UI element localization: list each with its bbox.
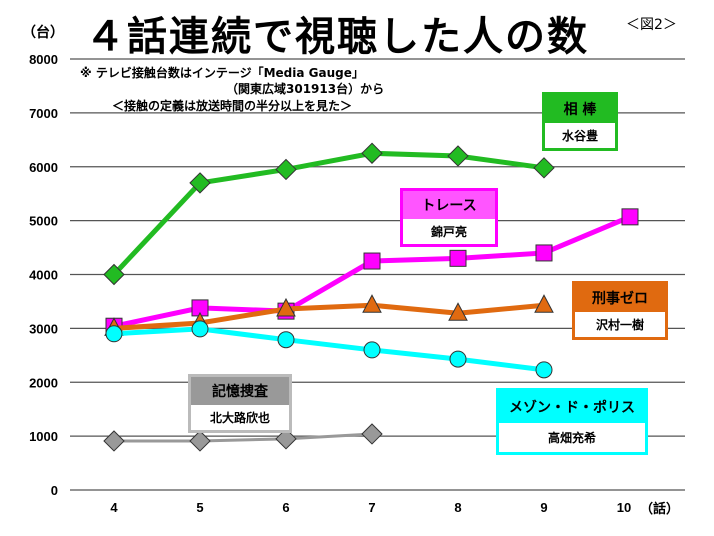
series-line-3 — [113, 326, 545, 373]
data-point — [535, 244, 553, 262]
series-line-2 — [113, 302, 545, 331]
data-point — [105, 325, 123, 343]
data-point — [189, 172, 211, 194]
legend-title: メゾン・ド・ポリス — [499, 391, 645, 423]
x-tick-label: 5 — [196, 500, 203, 515]
data-point — [189, 430, 211, 452]
x-tick-label: 6 — [282, 500, 289, 515]
data-point — [361, 423, 383, 445]
y-tick-label: 5000 — [29, 214, 58, 229]
data-point — [277, 331, 295, 349]
data-point — [621, 208, 639, 226]
data-point — [363, 252, 381, 270]
x-axis-unit: （話） — [640, 501, 679, 516]
note-line-3: ＜接触の定義は放送時間の半分以上を見た＞ — [112, 99, 353, 113]
y-tick-label: 1000 — [29, 429, 58, 444]
legend-actor: 北大路欣也 — [191, 405, 289, 430]
legend-actor: 水谷豊 — [545, 123, 615, 148]
x-tick-label: 4 — [110, 500, 118, 515]
data-point — [449, 249, 467, 267]
data-point — [448, 302, 468, 321]
y-tick-label: 2000 — [29, 375, 58, 390]
x-tick-label: 9 — [540, 500, 547, 515]
x-tick-label: 8 — [454, 500, 461, 515]
legend-trace: トレース 錦戸亮 — [400, 188, 498, 247]
legend-actor: 高畑充希 — [499, 423, 645, 452]
data-point — [363, 341, 381, 359]
data-point — [276, 297, 296, 317]
data-point — [535, 361, 553, 379]
data-point — [275, 158, 297, 181]
data-point — [191, 320, 209, 338]
y-tick-label: 0 — [51, 483, 58, 498]
note-line-1: ※ テレビ接触台数はインテージ「Media Gauge」 — [80, 66, 364, 80]
y-tick-label: 6000 — [29, 160, 58, 175]
legend-actor: 錦戸亮 — [403, 219, 495, 244]
data-point — [533, 157, 555, 179]
figure-label: ＜図2＞ — [626, 17, 677, 33]
legend-aibou: 相 棒 水谷豊 — [542, 92, 618, 151]
data-point — [275, 428, 297, 450]
y-tick-label: 4000 — [29, 268, 58, 283]
y-tick-label: 3000 — [29, 321, 58, 336]
legend-actor: 沢村一樹 — [575, 312, 665, 337]
data-point — [447, 145, 469, 167]
legend-title: 刑事ゼロ — [575, 284, 665, 312]
chart-title: ４話連続で視聴した人の数 — [85, 14, 589, 60]
x-tick-label: 10 — [617, 500, 631, 515]
data-point — [534, 294, 554, 313]
data-point — [361, 142, 383, 164]
series-line-0 — [112, 150, 545, 277]
legend-title: トレース — [403, 191, 495, 219]
y-axis-unit: （台） — [22, 25, 64, 41]
data-point — [362, 294, 382, 313]
legend-kioku: 記憶捜査 北大路欣也 — [188, 374, 292, 433]
legend-title: 相 棒 — [545, 95, 615, 123]
legend-keiji-zero: 刑事ゼロ 沢村一樹 — [572, 281, 668, 340]
x-tick-label: 7 — [368, 500, 375, 515]
y-tick-label: 8000 — [29, 52, 58, 67]
data-point — [449, 350, 467, 368]
note-line-2: （関東広域301913台）から — [226, 82, 385, 96]
data-point — [103, 263, 125, 286]
legend-maison: メゾン・ド・ポリス 高畑充希 — [496, 388, 648, 455]
series-line-4 — [114, 432, 373, 443]
y-tick-label: 7000 — [29, 106, 58, 121]
legend-title: 記憶捜査 — [191, 377, 289, 405]
data-point — [103, 430, 125, 452]
